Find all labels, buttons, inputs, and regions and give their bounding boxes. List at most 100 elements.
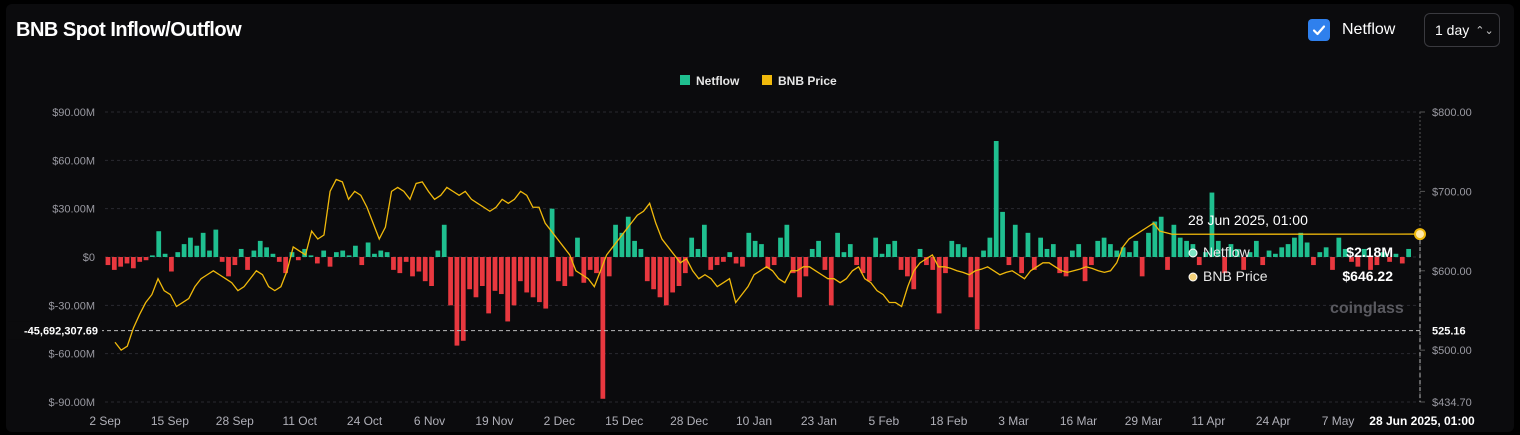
- x-tick-label: 23 Jan: [801, 414, 837, 428]
- netflow-bar: [1330, 257, 1335, 270]
- netflow-bar: [993, 141, 999, 257]
- netflow-bar: [1012, 224, 1018, 257]
- netflow-bar: [619, 232, 625, 257]
- netflow-bar: [511, 257, 517, 306]
- netflow-bar: [391, 257, 396, 270]
- netflow-bar: [1336, 237, 1342, 257]
- netflow-bar: [226, 257, 231, 277]
- netflow-bar: [460, 257, 466, 341]
- price-point-marker: [1414, 228, 1426, 241]
- netflow-bar: [1146, 232, 1151, 257]
- tooltip-series-value: $2.18M: [1346, 244, 1393, 260]
- netflow-bar: [1368, 257, 1373, 270]
- netflow-bar: [524, 257, 530, 293]
- netflow-bar: [543, 257, 549, 309]
- netflow-bar: [1222, 257, 1228, 274]
- netflow-bar: [847, 244, 853, 257]
- tooltip-marker: [1188, 272, 1198, 282]
- netflow-bar: [765, 257, 771, 269]
- y-left-tick-label: $-30.00M: [49, 300, 95, 312]
- netflow-bar: [943, 257, 948, 274]
- netflow-bar: [1279, 247, 1285, 257]
- netflow-checkbox[interactable]: [1308, 19, 1330, 41]
- y-right-tick-label: $600.00: [1432, 266, 1472, 278]
- netflow-bar: [289, 252, 295, 257]
- netflow-bar: [283, 257, 288, 274]
- netflow-bar: [1057, 257, 1063, 274]
- netflow-bar: [974, 257, 980, 330]
- netflow-bar: [1089, 257, 1094, 266]
- netflow-bar: [1000, 211, 1005, 257]
- netflow-bar: [733, 257, 739, 264]
- netflow-bar: [346, 255, 352, 257]
- x-tick-label: 28 Sep: [216, 414, 254, 428]
- interval-select[interactable]: 1 day ⌃⌄: [1424, 13, 1500, 47]
- netflow-bar: [1285, 244, 1291, 257]
- netflow-bar: [1076, 244, 1082, 257]
- netflow-bar: [1323, 247, 1329, 257]
- netflow-bar: [353, 245, 358, 257]
- watermark-text: coinglass: [1330, 300, 1404, 317]
- legend-label-netflow: Netflow: [696, 74, 740, 88]
- netflow-bar: [1311, 257, 1316, 266]
- netflow-bar: [1069, 250, 1075, 257]
- netflow-bar: [1184, 240, 1189, 257]
- netflow-bar: [1095, 240, 1101, 257]
- netflow-bar: [384, 252, 390, 257]
- netflow-bar: [892, 240, 898, 257]
- netflow-bar: [334, 252, 339, 257]
- netflow-bar: [498, 257, 504, 295]
- x-tick-label: 19 Nov: [475, 414, 513, 428]
- netflow-bar: [911, 257, 917, 290]
- netflow-bar: [448, 257, 453, 306]
- netflow-bar: [1165, 257, 1170, 270]
- netflow-bar: [537, 257, 542, 303]
- netflow-bar: [111, 257, 117, 270]
- netflow-bar: [492, 257, 498, 291]
- netflow-bar: [1342, 248, 1348, 257]
- y-right-tick-label: $700.00: [1432, 186, 1472, 198]
- netflow-bar: [695, 248, 701, 257]
- netflow-bar: [822, 257, 828, 270]
- netflow-bar: [1120, 247, 1126, 257]
- netflow-bar: [1025, 232, 1031, 257]
- netflow-bar: [118, 257, 124, 267]
- netflow-bar: [879, 253, 885, 257]
- interval-select-value: 1 day: [1435, 22, 1470, 38]
- checkmark-icon: [1312, 25, 1326, 36]
- netflow-bar: [1006, 257, 1012, 266]
- netflow-bar: [162, 253, 168, 257]
- netflow-bar: [1101, 237, 1107, 257]
- netflow-bar: [809, 248, 815, 257]
- netflow-bar: [130, 257, 136, 269]
- netflow-bar: [1108, 244, 1113, 257]
- crosshair-x-box: [1362, 411, 1482, 429]
- netflow-bar: [302, 248, 308, 257]
- netflow-bar: [885, 244, 891, 257]
- netflow-bar: [150, 255, 155, 257]
- x-tick-label: 29 Mar: [1125, 414, 1162, 428]
- netflow-bar: [372, 253, 377, 257]
- netflow-bar: [752, 240, 758, 257]
- netflow-bar: [257, 240, 263, 257]
- x-tick-label: 3 Mar: [998, 414, 1029, 428]
- netflow-bar: [378, 250, 384, 257]
- netflow-bar: [581, 257, 587, 283]
- netflow-bar: [600, 257, 606, 399]
- netflow-bar: [321, 250, 327, 257]
- netflow-bar: [651, 257, 656, 290]
- netflow-bar: [264, 247, 269, 257]
- netflow-bar: [1304, 242, 1310, 257]
- netflow-bar: [670, 257, 676, 293]
- netflow-bar: [1114, 250, 1120, 257]
- netflow-bar: [955, 244, 961, 257]
- netflow-bar: [746, 232, 752, 257]
- bnb-price-line: [114, 178, 1421, 352]
- netflow-bar: [790, 257, 796, 274]
- netflow-bar: [854, 257, 860, 266]
- netflow-bar: [682, 257, 688, 274]
- netflow-bar: [721, 257, 726, 262]
- crosshair-left-label: -45,692,307.69: [24, 326, 98, 338]
- netflow-toggle-label[interactable]: Netflow: [1342, 21, 1396, 38]
